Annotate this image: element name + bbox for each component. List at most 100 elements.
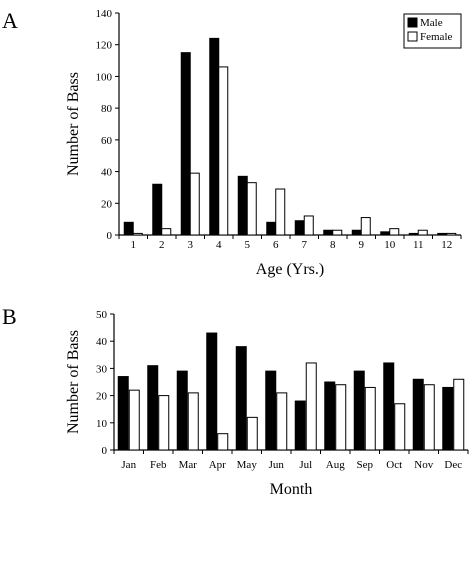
bar-female-2 [161,228,172,236]
bar-female-sep [364,386,376,451]
y-tick-label: 120 [96,40,113,52]
bar-female-1 [132,232,143,236]
bar-female-jan [128,389,140,451]
x-tick-label: 5 [245,239,251,251]
bar-male-7 [294,220,305,236]
legend: Male Female [403,13,462,49]
y-tick-label: 140 [96,8,113,20]
x-tick-label: Oct [386,459,402,471]
x-tick-label: 9 [359,239,365,251]
bar-male-1 [123,221,134,236]
bar-female-9 [360,217,371,236]
x-tick-label: 10 [384,239,396,251]
bar-male-2 [152,183,163,236]
y-tick-label: 20 [101,198,113,210]
bar-male-nov [412,378,424,451]
bar-male-apr [206,332,218,451]
y-axis-title: Number of Bass [65,330,82,434]
bar-female-dec [453,378,465,451]
bar-female-aug [335,384,347,451]
x-tick-label: 6 [273,239,279,251]
x-tick-label: 8 [330,239,336,251]
bar-female-oct [394,403,406,451]
x-tick-label: 7 [302,239,308,251]
y-tick-label: 100 [96,71,113,83]
legend-label-male: Male [420,17,443,29]
x-tick-label: Jul [299,459,312,471]
bar-male-oct [383,362,395,451]
x-tick-label: Dec [444,459,462,471]
y-tick-label: 20 [96,391,108,403]
x-axis-title: Month [270,481,313,498]
bar-female-apr [217,433,229,451]
x-tick-label: 12 [441,239,452,251]
legend-swatch-male [407,17,418,28]
bar-male-3 [180,52,191,236]
bar-male-4 [209,37,220,236]
bar-female-6 [275,188,286,236]
x-tick-label: May [237,459,258,471]
y-axis-title: Number of Bass [65,72,82,176]
x-tick-label: Nov [414,459,433,471]
bar-female-4 [218,66,229,236]
y-tick-label: 80 [101,103,113,115]
x-tick-label: Apr [209,459,226,471]
y-tick-label: 0 [107,230,113,242]
x-tick-label: Sep [357,459,374,471]
bar-female-may [246,416,258,451]
bar-male-jan [117,376,129,451]
x-tick-label: Jan [121,459,136,471]
y-tick-label: 30 [96,363,108,375]
bar-male-12 [437,232,448,236]
bar-female-11 [417,229,428,236]
legend-swatch-female [407,31,418,42]
x-axis-title: Age (Yrs.) [256,261,324,278]
chart-panel-b: B 0 10 20 30 40 50 Jan Feb Mar Apr May Jun Jul Aug Sep… [2,304,469,498]
bar-female-mar [187,392,199,451]
bar-male-may [235,346,247,451]
x-tick-label: Feb [150,459,167,471]
x-tick-label: 3 [188,239,194,251]
bar-male-8 [323,229,334,236]
bar-male-aug [324,381,336,451]
legend-label-female: Female [420,31,452,43]
x-tick-label: 4 [216,239,222,251]
bar-male-feb [147,365,159,451]
bar-female-nov [423,384,435,451]
bar-female-7 [303,215,314,236]
bar-male-11 [408,232,419,236]
y-tick-label: 50 [96,309,108,321]
bar-male-6 [266,221,277,236]
bar-female-8 [332,229,343,236]
x-tick-label: Mar [179,459,198,471]
panel-b-letter: B [2,304,17,329]
x-tick-label: Jun [269,459,285,471]
bar-male-dec [442,386,454,451]
bar-male-5 [237,175,248,236]
x-tick-label: 2 [159,239,165,251]
bar-male-jun [265,370,277,451]
bar-male-sep [353,370,365,451]
bar-female-feb [158,395,170,451]
bar-female-jun [276,392,288,451]
x-tick-label: 11 [413,239,424,251]
x-tick-label: 1 [131,239,137,251]
bar-male-10 [380,231,391,236]
y-tick-label: 10 [96,418,108,430]
bar-male-mar [176,370,188,451]
bar-female-3 [189,172,200,236]
bar-female-jul [305,362,317,451]
y-tick-label: 40 [101,167,113,179]
bar-female-5 [246,182,257,236]
y-tick-label: 40 [96,336,108,348]
y-tick-label: 60 [101,135,113,147]
bar-female-10 [389,228,400,236]
x-tick-label: Aug [326,459,345,471]
bar-male-jul [294,400,306,451]
bar-male-9 [351,229,362,236]
panel-a-letter: A [2,8,18,33]
y-tick-label: 0 [102,445,108,457]
bar-female-12 [446,232,457,236]
